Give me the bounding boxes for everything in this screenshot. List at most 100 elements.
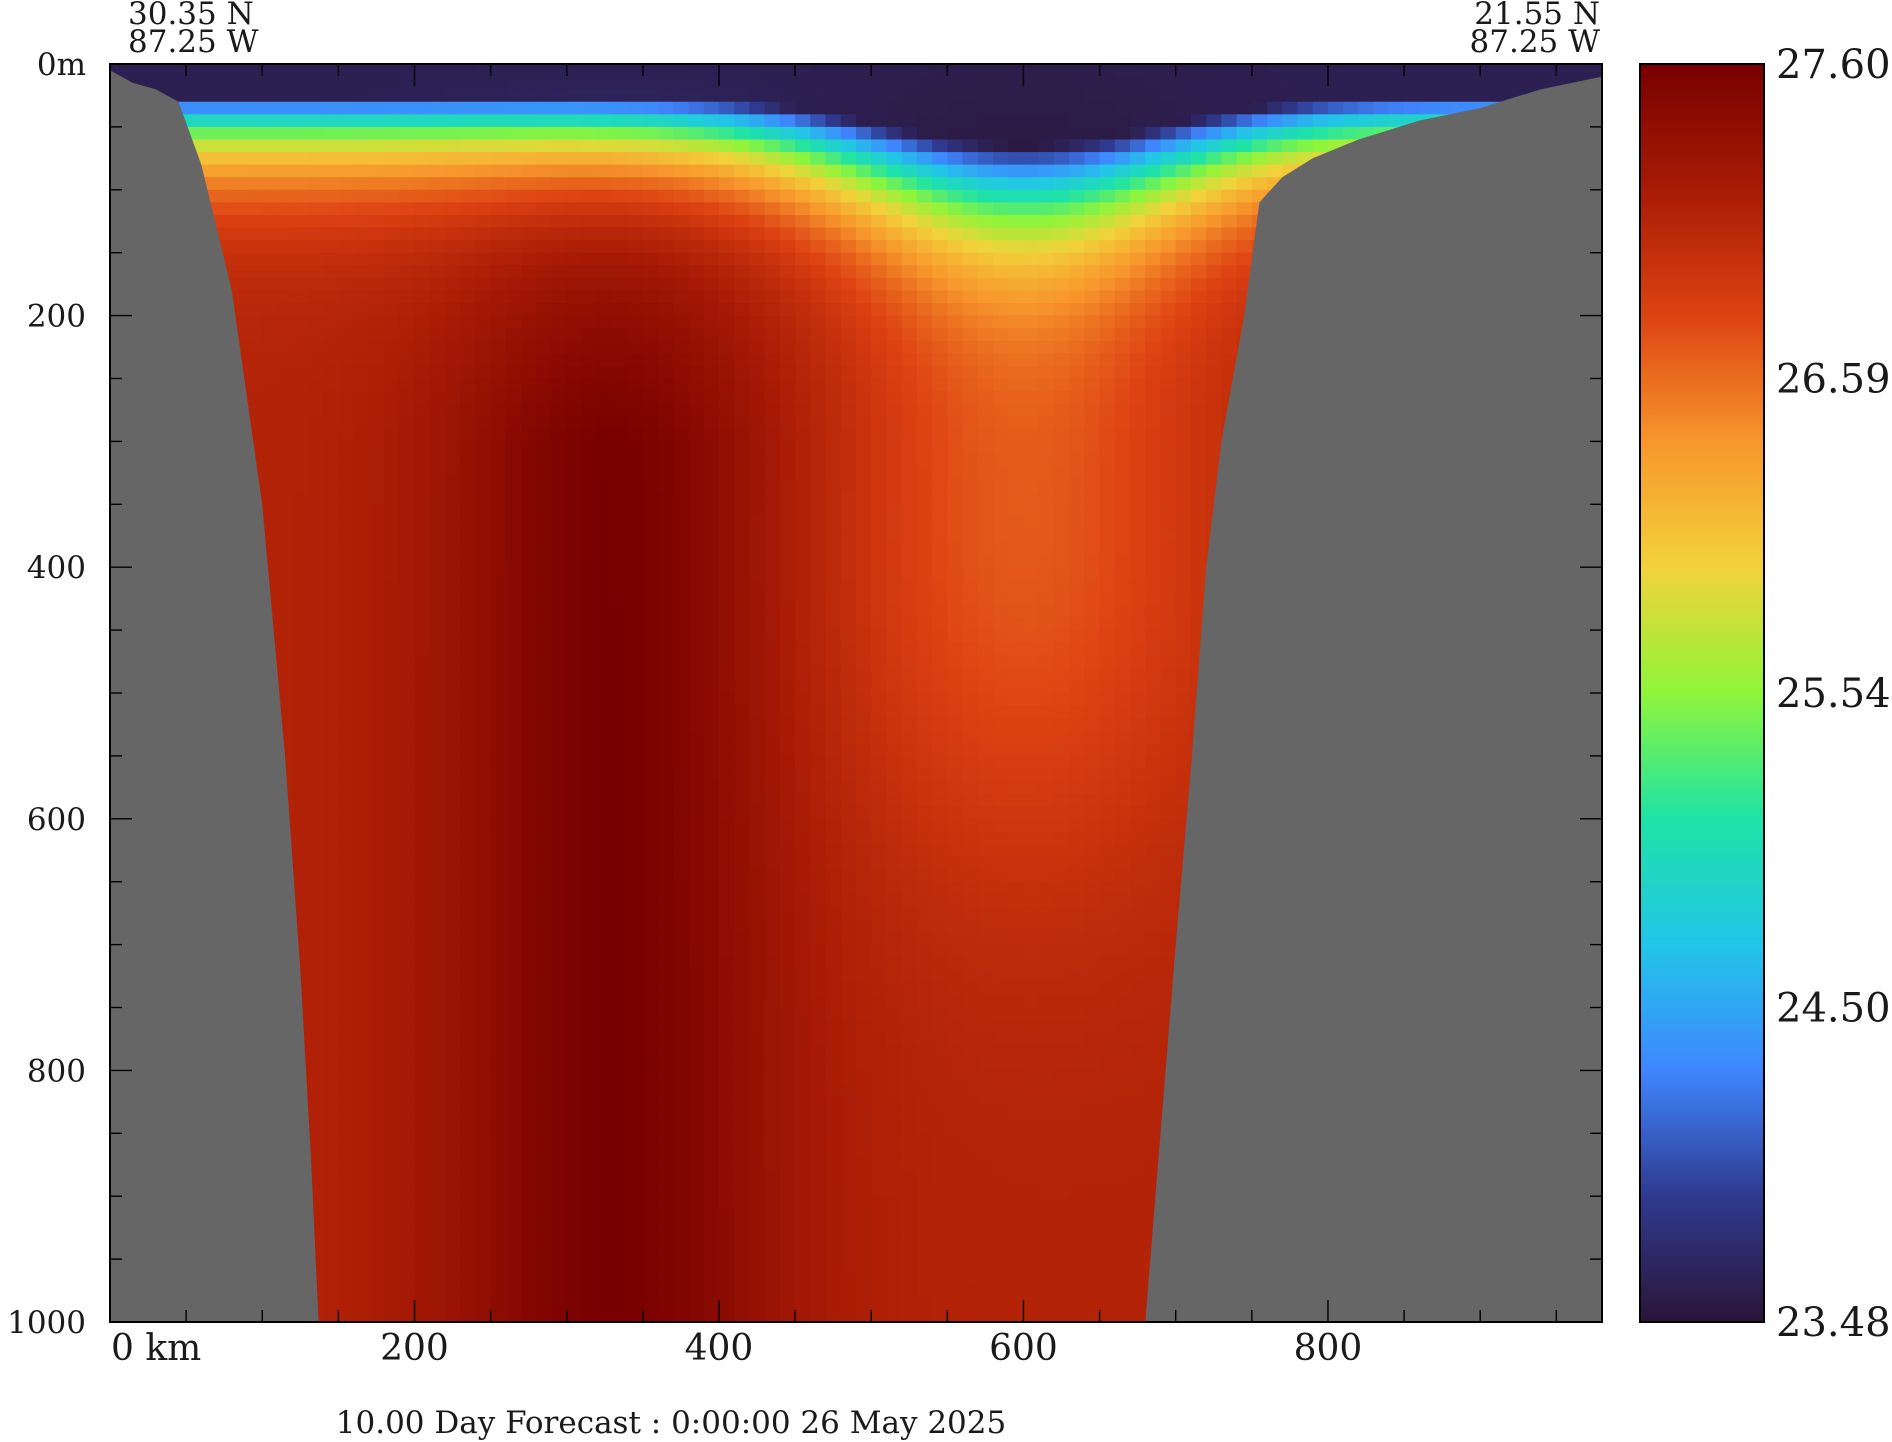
temperature-cell	[323, 994, 339, 1009]
temperature-cell	[368, 277, 385, 292]
temperature-cell	[399, 705, 416, 719]
temperature-cell	[444, 793, 461, 807]
temperature-cell	[566, 554, 583, 568]
temperature-cell	[840, 378, 857, 392]
temperature-cell	[658, 567, 674, 581]
temperature-cell	[216, 101, 233, 115]
temperature-cell	[368, 101, 385, 115]
temperature-cell	[140, 64, 157, 78]
temperature-cell	[414, 894, 431, 908]
temperature-cell	[627, 604, 644, 619]
temperature-cell	[627, 542, 644, 556]
temperature-cell	[460, 202, 476, 216]
temperature-cell	[353, 328, 370, 342]
temperature-cell	[292, 189, 309, 203]
temperature-cell	[323, 617, 339, 631]
temperature-cell	[779, 315, 796, 329]
temperature-cell	[795, 1284, 811, 1298]
temperature-cell	[749, 542, 766, 556]
temperature-cell	[795, 529, 811, 543]
temperature-cell	[734, 466, 751, 480]
temperature-cell	[429, 1221, 446, 1235]
temperature-cell	[384, 453, 400, 468]
temperature-cell	[612, 642, 629, 656]
temperature-cell	[795, 1020, 811, 1034]
temperature-cell	[825, 843, 842, 858]
temperature-cell	[475, 328, 492, 342]
temperature-cell	[444, 969, 461, 983]
temperature-cell	[399, 428, 416, 442]
temperature-cell	[353, 240, 370, 254]
temperature-cell	[353, 806, 370, 820]
temperature-cell	[368, 642, 385, 656]
temperature-cell	[749, 667, 766, 682]
temperature-cell	[551, 466, 568, 480]
temperature-cell	[597, 957, 613, 971]
temperature-cell	[764, 252, 781, 266]
temperature-cell	[840, 265, 857, 279]
temperature-cell	[505, 114, 522, 128]
temperature-cell	[810, 1208, 827, 1222]
temperature-cell	[734, 277, 751, 292]
temperature-cell	[505, 1196, 522, 1210]
temperature-cell	[856, 680, 872, 694]
temperature-cell	[673, 1196, 690, 1210]
temperature-cell	[414, 89, 431, 103]
temperature-cell	[703, 1158, 720, 1172]
temperature-cell	[444, 705, 461, 719]
temperature-cell	[734, 655, 751, 669]
temperature-cell	[536, 1133, 553, 1147]
temperature-cell	[521, 89, 537, 103]
temperature-cell	[353, 894, 370, 908]
temperature-cell	[490, 428, 507, 442]
temperature-cell	[323, 177, 339, 191]
temperature-cell	[536, 554, 553, 568]
temperature-cell	[749, 718, 766, 732]
temperature-cell	[323, 1070, 339, 1084]
temperature-cell	[612, 1246, 629, 1260]
temperature-cell	[460, 391, 476, 405]
temperature-cell	[399, 504, 416, 518]
temperature-cell	[597, 781, 613, 795]
temperature-cell	[597, 579, 613, 593]
temperature-cell	[825, 1233, 842, 1248]
temperature-cell	[825, 139, 842, 153]
temperature-cell	[749, 240, 766, 254]
temperature-cell	[673, 718, 690, 732]
temperature-cell	[627, 630, 644, 644]
temperature-cell	[231, 240, 248, 254]
temperature-cell	[673, 265, 690, 279]
temperature-cell	[810, 1246, 827, 1260]
temperature-cell	[521, 680, 537, 694]
temperature-cell	[581, 177, 598, 191]
temperature-cell	[718, 818, 735, 832]
temperature-cell	[475, 1183, 492, 1197]
temperature-cell	[688, 1309, 705, 1322]
temperature-cell	[338, 1145, 355, 1160]
temperature-cell	[703, 529, 720, 543]
temperature-cell	[779, 1070, 796, 1084]
temperature-cell	[658, 189, 674, 203]
temperature-cell	[307, 353, 324, 367]
temperature-cell	[521, 441, 537, 455]
temperature-cell	[734, 1271, 751, 1285]
temperature-cell	[338, 214, 355, 229]
temperature-cell	[673, 416, 690, 430]
temperature-cell	[612, 919, 629, 933]
temperature-cell	[460, 818, 476, 832]
temperature-cell	[262, 126, 279, 141]
temperature-cell	[795, 365, 811, 380]
temperature-cell	[673, 1133, 690, 1147]
temperature-cell	[277, 592, 294, 606]
temperature-cell	[475, 391, 492, 405]
temperature-cell	[810, 1196, 827, 1210]
temperature-cell	[536, 1108, 553, 1122]
temperature-cell	[658, 944, 674, 958]
temperature-cell	[429, 378, 446, 392]
temperature-cell	[734, 554, 751, 568]
temperature-cell	[627, 227, 644, 241]
temperature-cell	[749, 906, 766, 921]
temperature-cell	[384, 881, 400, 895]
temperature-cell	[444, 693, 461, 707]
temperature-cell	[384, 957, 400, 971]
